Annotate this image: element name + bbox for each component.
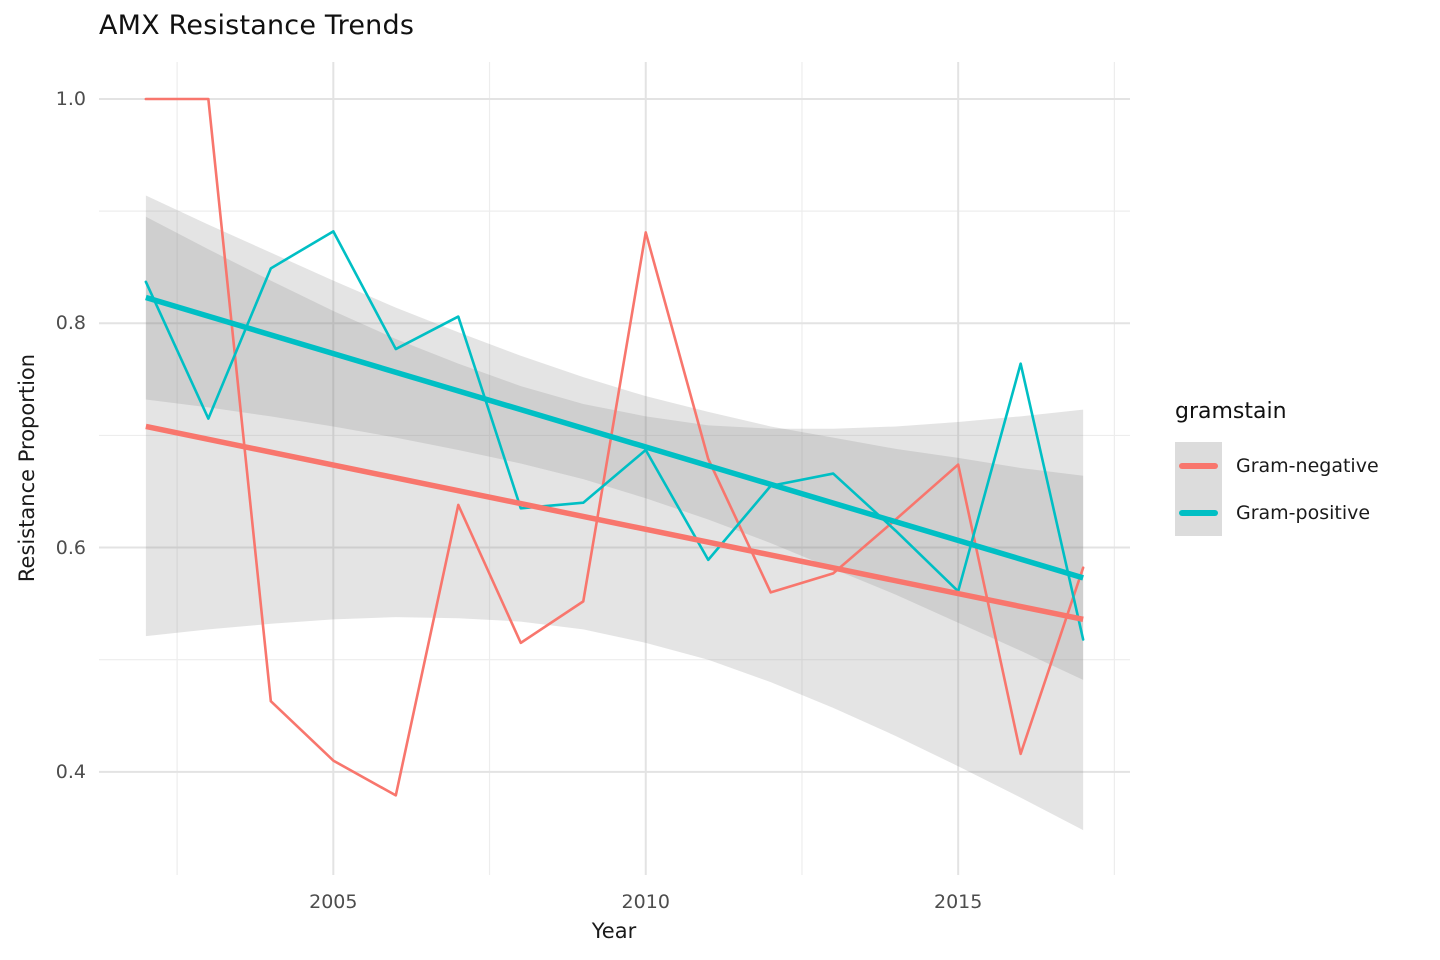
series-line-gram-negative (144, 97, 1085, 797)
y-axis-title: Resistance Proportion (15, 353, 39, 583)
series-line-gram-positive (144, 230, 1085, 641)
legend-entry-gram-positive: Gram-positive (1175, 489, 1379, 536)
x-tick-label: 2005 (309, 891, 358, 913)
legend: gramstain Gram-negative Gram-positive (1175, 399, 1379, 536)
legend-entry-gram-negative: Gram-negative (1175, 442, 1379, 489)
x-axis-title: Year (591, 919, 637, 943)
y-tick-label: 0.8 (55, 312, 86, 335)
trend-line-swatch-icon (1179, 462, 1218, 469)
legend-label-gram-negative: Gram-negative (1236, 454, 1379, 477)
trend-line-swatch-icon (1179, 509, 1218, 516)
y-tick-label: 1.0 (55, 88, 86, 110)
y-tick-label: 0.6 (55, 536, 86, 559)
trend-line-gram-positive (145, 294, 1084, 581)
y-tick-label: 0.4 (55, 760, 86, 783)
page-title: AMX Resistance Trends (99, 10, 415, 41)
legend-key-gram-negative (1175, 442, 1222, 489)
x-tick-label: 2015 (933, 891, 983, 913)
x-tick-label: 2010 (621, 891, 670, 913)
legend-label-gram-positive: Gram-positive (1236, 501, 1371, 524)
legend-title: gramstain (1175, 399, 1287, 424)
legend-key-gram-positive (1175, 489, 1222, 536)
trend-line-gram-negative (145, 423, 1084, 623)
